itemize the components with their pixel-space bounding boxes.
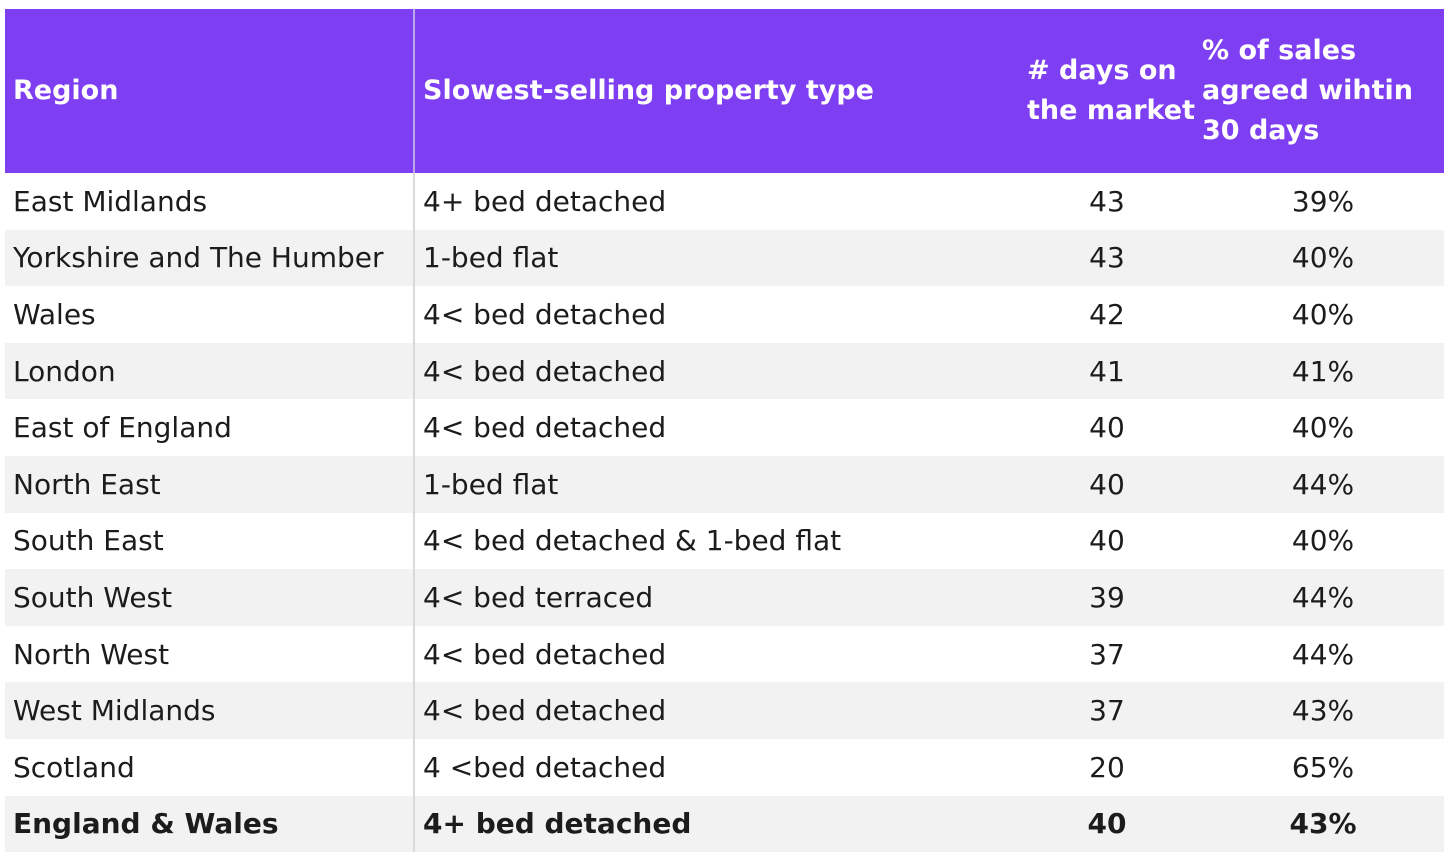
cell-pct: 43%	[1289, 807, 1357, 841]
cell-pct: 40%	[1291, 524, 1355, 558]
cell-pct: 65%	[1291, 750, 1355, 784]
table-row: East of England 4< bed detached 40 40%	[5, 399, 1444, 456]
cell-days: 20	[1089, 750, 1125, 784]
table-body: East Midlands 4+ bed detached 43 39% Yor…	[5, 173, 1444, 853]
cell-region: North West	[5, 625, 415, 683]
table-row: Yorkshire and The Humber 1-bed flat 43 4…	[5, 229, 1444, 287]
header-days: # days on the market	[1012, 9, 1202, 173]
cell-days: 41	[1089, 354, 1125, 388]
cell-region: South West	[5, 569, 415, 626]
cell-region: East of England	[5, 399, 415, 456]
cell-pct: 44%	[1291, 580, 1355, 614]
cell-type: 4< bed detached	[423, 354, 667, 388]
table-row: North East 1-bed flat 40 44%	[5, 455, 1444, 513]
cell-region: Wales	[5, 286, 415, 343]
cell-region: London	[5, 342, 415, 400]
cell-pct: 44%	[1291, 467, 1355, 501]
table-row-total: England & Wales 4+ bed detached 40 43%	[5, 795, 1444, 853]
cell-region: South East	[5, 512, 415, 570]
header-pct-line3: 30 days	[1202, 115, 1320, 146]
table-row: Scotland 4 <bed detached 20 65%	[5, 738, 1444, 796]
cell-type: 4< bed detached	[423, 411, 667, 445]
cell-type: 4< bed detached	[423, 637, 667, 671]
table-header: Region Slowest-selling property type # d…	[5, 9, 1444, 173]
cell-pct: 39%	[1291, 184, 1355, 218]
table-row: South East 4< bed detached & 1-bed flat …	[5, 512, 1444, 570]
cell-pct: 43%	[1291, 694, 1355, 728]
cell-type: 4< bed detached	[423, 297, 667, 331]
header-days-line2: the market	[1027, 95, 1195, 126]
cell-type: 4< bed detached	[423, 694, 667, 728]
cell-region: Yorkshire and The Humber	[5, 229, 415, 287]
header-pct: % of sales agreed wihtin 30 days	[1202, 9, 1444, 173]
cell-days: 40	[1089, 524, 1125, 558]
header-type: Slowest-selling property type	[415, 9, 1012, 173]
cell-days: 40	[1089, 467, 1125, 501]
header-region-label: Region	[13, 75, 119, 106]
header-pct-line1: % of sales	[1202, 35, 1357, 66]
cell-type: 4< bed detached & 1-bed flat	[423, 524, 842, 558]
cell-pct: 40%	[1291, 297, 1355, 331]
cell-days: 39	[1089, 580, 1125, 614]
cell-pct: 40%	[1291, 411, 1355, 445]
cell-region: England & Wales	[5, 795, 415, 853]
header-region: Region	[5, 9, 415, 173]
cell-pct: 44%	[1291, 637, 1355, 671]
cell-days: 42	[1089, 297, 1125, 331]
cell-region: East Midlands	[5, 173, 415, 230]
table-row: London 4< bed detached 41 41%	[5, 342, 1444, 400]
cell-days: 43	[1089, 241, 1125, 275]
property-table: Region Slowest-selling property type # d…	[5, 9, 1444, 853]
header-days-line1: # days on	[1027, 55, 1177, 86]
cell-days: 37	[1089, 637, 1125, 671]
header-type-label: Slowest-selling property type	[423, 75, 874, 106]
table-row: East Midlands 4+ bed detached 43 39%	[5, 173, 1444, 230]
cell-days: 40	[1087, 807, 1127, 841]
table-row: Wales 4< bed detached 42 40%	[5, 286, 1444, 343]
table-row: South West 4< bed terraced 39 44%	[5, 569, 1444, 626]
cell-days: 37	[1089, 694, 1125, 728]
cell-days: 40	[1089, 411, 1125, 445]
cell-type: 1-bed flat	[423, 467, 559, 501]
cell-pct: 40%	[1291, 241, 1355, 275]
cell-days: 43	[1089, 184, 1125, 218]
cell-region: West Midlands	[5, 682, 415, 739]
header-pct-line2: agreed wihtin	[1202, 75, 1414, 106]
cell-type: 4+ bed detached	[423, 184, 667, 218]
cell-region: Scotland	[5, 738, 415, 796]
cell-pct: 41%	[1291, 354, 1355, 388]
cell-type: 4 <bed detached	[423, 750, 667, 784]
cell-type: 4< bed terraced	[423, 580, 654, 614]
cell-type: 1-bed flat	[423, 241, 559, 275]
table-row: West Midlands 4< bed detached 37 43%	[5, 682, 1444, 739]
cell-type: 4+ bed detached	[423, 807, 692, 841]
cell-region: North East	[5, 455, 415, 513]
table-row: North West 4< bed detached 37 44%	[5, 625, 1444, 683]
